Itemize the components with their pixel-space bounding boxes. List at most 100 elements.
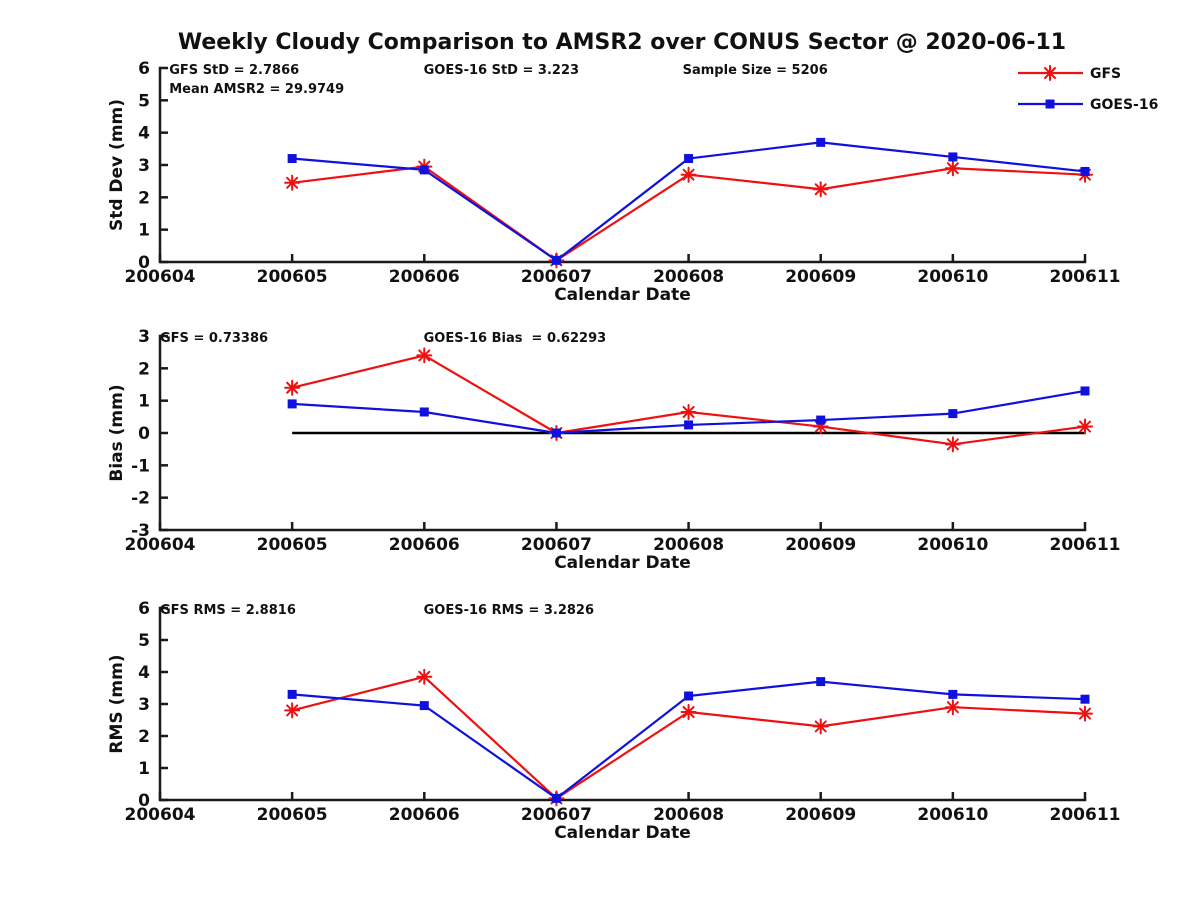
annotation-text: GOES-16 Bias = 0.62293 [424,331,607,346]
goes-16-marker [816,415,826,425]
x-tick-label: 200609 [785,267,856,287]
y-tick-label: 1 [138,759,150,779]
x-tick-label: 200611 [1050,805,1121,825]
x-tick-label: 200607 [521,805,592,825]
goes-16-marker [1080,386,1090,396]
legend-entry-gfs: GFS [1018,65,1121,82]
legend-label: GOES-16 [1090,97,1158,113]
y-tick-label: 5 [138,631,150,651]
y-tick-label: 5 [138,91,150,111]
x-tick-label: 200609 [785,805,856,825]
gfs-marker [284,379,301,396]
y-tick-label: 1 [138,221,150,241]
gfs-marker [680,704,697,720]
y-tick-label: -1 [131,456,150,476]
annotation-text: GOES-16 RMS = 3.2826 [424,603,594,618]
x-tick-label: 200608 [653,805,724,825]
subplot-std-dev: 0 1 2 3 4 5 6 200604 200605 200606 200607 200608 200… [107,59,1158,305]
y-tick-label: 4 [138,663,150,683]
goes-16-marker [551,793,561,803]
x-tick-label: 200604 [125,267,196,287]
annotation-text: GOES-16 StD = 3.223 [424,63,579,78]
y-tick-label: 4 [138,124,150,144]
annotation-text: Mean AMSR2 = 29.9749 [169,82,344,97]
y-tick-label: 2 [138,359,150,379]
y-tick-label: 2 [138,727,150,747]
goes-16-marker [551,428,561,438]
x-tick-label: 200608 [653,267,724,287]
legend: GFS GOES-16 [1018,65,1158,113]
legend-label: GFS [1090,66,1121,82]
x-tick-label: 200604 [125,805,196,825]
y-tick-label: 0 [138,424,150,444]
x-tick-label: 200611 [1050,535,1121,555]
goes-16-marker [1080,694,1090,704]
y-tick-label: 2 [138,188,150,208]
x-tick-label: 200610 [917,805,988,825]
goes-16-marker [948,689,958,699]
y-axis-label: RMS (mm) [107,654,127,753]
x-tick-label: 200608 [653,535,724,555]
goes-16-marker [1080,166,1090,176]
y-tick-label: 1 [138,392,150,412]
goes-16-marker [948,152,958,162]
y-tick-label: 6 [138,59,150,79]
goes-16-marker [551,255,561,265]
goes-16-marker [684,154,694,164]
legend-marker-gfs [1042,65,1058,81]
x-tick-label: 200604 [125,535,196,555]
gfs-marker [284,702,301,719]
goes-16-marker [287,399,297,409]
x-tick-label: 200605 [257,267,328,287]
gfs-marker [944,436,961,453]
gfs-marker [812,718,829,735]
gfs-marker [680,166,697,183]
y-tick-label: 0 [138,791,150,811]
legend-marker-goes-16 [1045,99,1055,109]
x-tick-label: 200607 [521,267,592,287]
x-axis-label: Calendar Date [554,553,691,573]
goes-16-marker [287,154,297,164]
gfs-marker [812,181,829,198]
goes-16-marker [419,165,429,175]
gfs-marker [944,160,961,177]
y-tick-label: 6 [138,599,150,619]
x-tick-label: 200610 [917,535,988,555]
x-axis-label: Calendar Date [554,285,691,305]
y-tick-label: 3 [138,156,150,176]
chart-title: Weekly Cloudy Comparison to AMSR2 over C… [177,30,1067,55]
x-axis-label: Calendar Date [554,823,691,843]
y-axis-label: Std Dev (mm) [107,99,127,231]
goes-16-marker [684,691,694,701]
y-tick-label: -3 [131,521,150,541]
axis-spine [158,66,1087,264]
goes-16-marker [419,701,429,711]
y-axis-label: Bias (mm) [107,384,127,481]
y-tick-label: 3 [138,327,150,347]
axis-spine [158,606,1087,802]
annotation-text: GFS RMS = 2.8816 [160,603,296,618]
x-tick-label: 200610 [917,267,988,287]
goes-16-marker [948,409,958,419]
x-tick-label: 200611 [1050,267,1121,287]
y-tick-label: -2 [131,489,150,509]
goes-16-marker [684,420,694,430]
x-tick-label: 200606 [389,267,460,287]
x-tick-label: 200606 [389,805,460,825]
x-tick-label: 200609 [785,535,856,555]
annotation-text: GFS StD = 2.7866 [169,63,299,78]
annotation-text: GFS = 0.73386 [160,331,268,346]
x-tick-label: 200606 [389,535,460,555]
x-tick-label: 200605 [257,535,328,555]
goes-16-marker [816,137,826,147]
legend-entry-goes-16: GOES-16 [1018,97,1158,113]
y-tick-label: 3 [138,695,150,715]
gfs-marker [1077,705,1093,722]
goes-16-marker [287,689,297,699]
gfs-line [291,354,1086,446]
goes-16-marker [419,407,429,417]
gfs-marker [944,699,961,716]
x-tick-label: 200607 [521,535,592,555]
